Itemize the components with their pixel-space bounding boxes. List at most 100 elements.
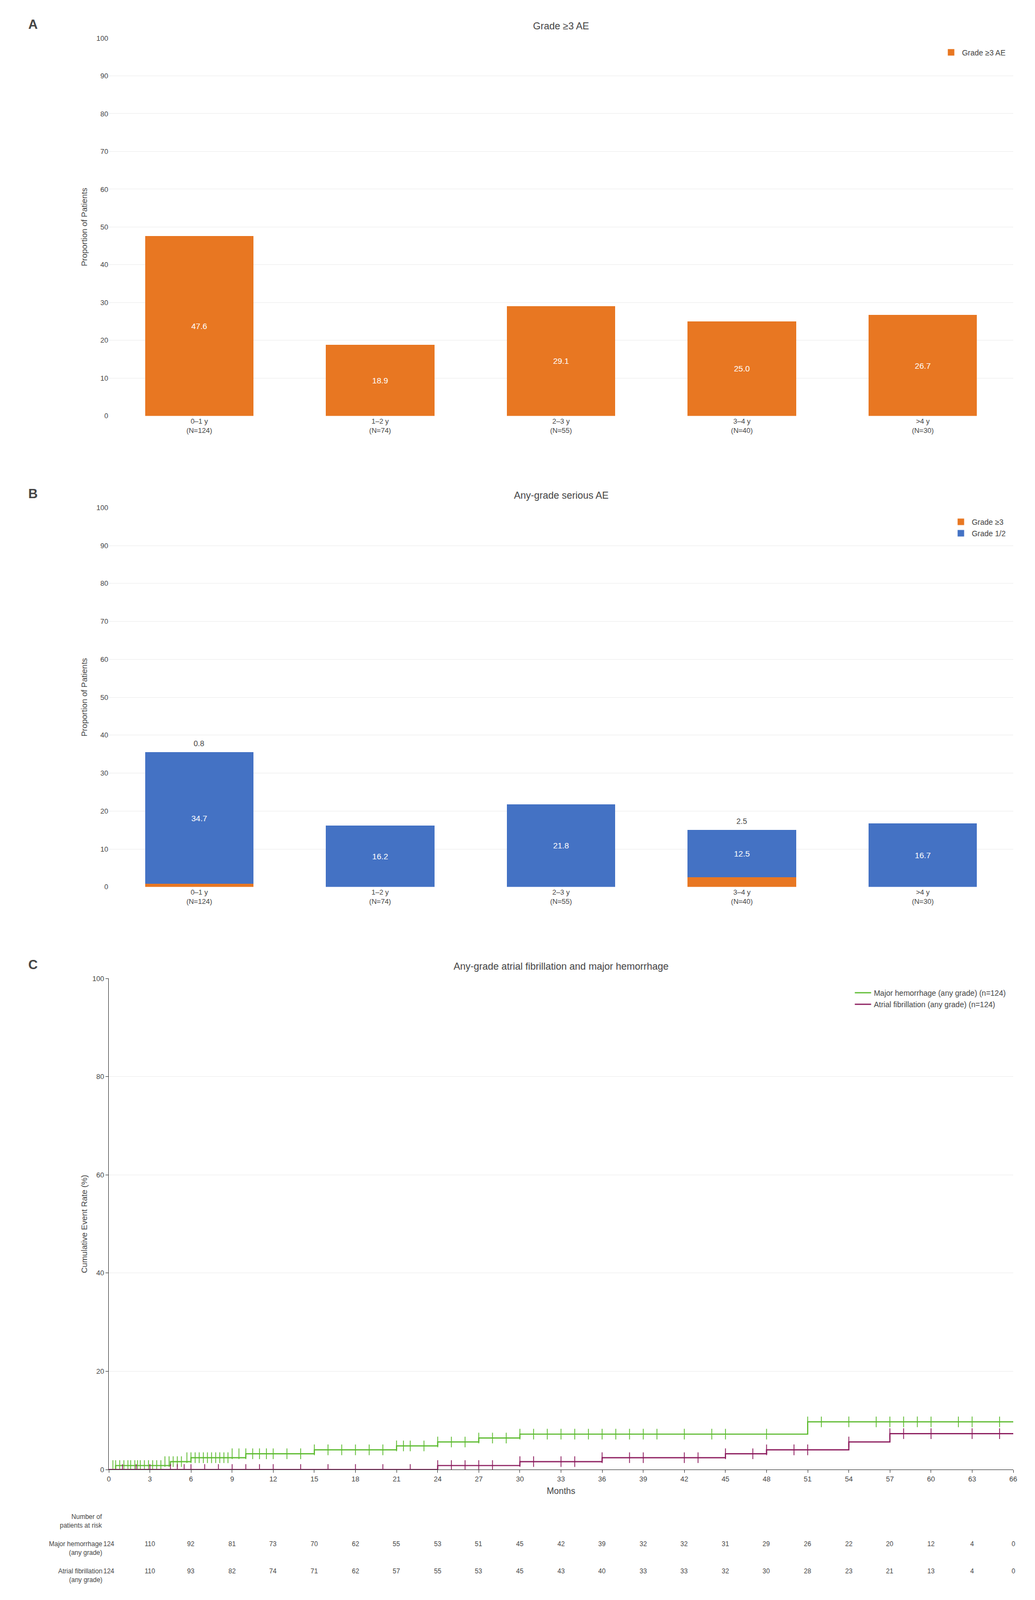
svg-text:0–1 y(N=124): 0–1 y(N=124) [186,417,213,435]
svg-text:0: 0 [1011,1540,1016,1548]
svg-text:20: 20 [885,1540,894,1548]
svg-text:18.9: 18.9 [372,375,388,386]
svg-text:80: 80 [96,1072,104,1081]
svg-text:29.1: 29.1 [553,356,569,366]
svg-text:51: 51 [803,1474,812,1484]
svg-text:9: 9 [230,1474,234,1484]
svg-text:6: 6 [189,1474,194,1484]
svg-text:110: 110 [144,1567,156,1576]
svg-text:Major hemorrhage(any grade): Major hemorrhage(any grade) [48,1540,103,1557]
svg-text:40: 40 [100,730,109,740]
svg-text:66: 66 [1009,1474,1018,1484]
svg-text:42: 42 [557,1540,566,1548]
svg-text:124: 124 [103,1567,115,1576]
svg-text:12: 12 [927,1540,935,1548]
svg-text:26.7: 26.7 [914,361,931,371]
svg-text:12: 12 [269,1474,277,1484]
svg-text:43: 43 [557,1567,566,1576]
svg-text:70: 70 [310,1540,319,1548]
svg-text:10: 10 [100,845,109,854]
svg-text:50: 50 [100,693,109,702]
svg-text:25.0: 25.0 [733,363,750,374]
svg-text:45: 45 [516,1567,524,1576]
svg-text:60: 60 [927,1474,935,1484]
svg-text:81: 81 [228,1540,237,1548]
svg-text:32: 32 [721,1567,730,1576]
svg-text:1–2 y(N=74): 1–2 y(N=74) [369,417,392,435]
svg-text:2.5: 2.5 [736,816,748,826]
svg-text:Atrial fibrillation(any grade): Atrial fibrillation(any grade) [58,1567,103,1584]
svg-text:27: 27 [474,1474,483,1484]
svg-text:4: 4 [970,1567,975,1576]
svg-text:92: 92 [187,1540,195,1548]
svg-text:26: 26 [803,1540,812,1548]
svg-text:Cumulative Event Rate (%): Cumulative Event Rate (%) [79,1174,89,1274]
svg-text:63: 63 [968,1474,976,1484]
svg-text:93: 93 [187,1567,195,1576]
svg-text:74: 74 [269,1567,277,1576]
svg-text:50: 50 [100,222,109,232]
svg-text:29: 29 [762,1540,771,1548]
svg-text:34.7: 34.7 [191,813,208,823]
svg-text:Grade ≥3 AE: Grade ≥3 AE [533,20,590,32]
svg-text:40: 40 [100,260,109,269]
svg-text:C: C [28,957,38,972]
svg-text:53: 53 [474,1567,483,1576]
svg-text:42: 42 [680,1474,689,1484]
svg-text:15: 15 [310,1474,319,1484]
svg-text:21: 21 [885,1567,894,1576]
svg-text:53: 53 [434,1540,442,1548]
svg-text:Any-grade atrial fibrillation: Any-grade atrial fibrillation and major … [453,961,669,972]
svg-text:Major hemorrhage (any grade) (: Major hemorrhage (any grade) (n=124) [874,988,1006,998]
svg-text:33: 33 [639,1567,648,1576]
svg-text:73: 73 [269,1540,277,1548]
svg-text:>4 y(N=30): >4 y(N=30) [912,417,934,435]
svg-text:62: 62 [351,1540,360,1548]
svg-text:90: 90 [100,541,109,550]
svg-text:Proportion of Patients: Proportion of Patients [79,658,89,737]
svg-text:10: 10 [100,374,109,383]
svg-text:100: 100 [92,974,105,983]
svg-text:A: A [28,16,38,32]
svg-text:>4 y(N=30): >4 y(N=30) [912,888,934,906]
svg-text:47.6: 47.6 [191,321,208,331]
svg-text:Number ofpatients at risk: Number ofpatients at risk [59,1513,103,1530]
svg-text:Grade 1/2: Grade 1/2 [971,529,1006,538]
svg-text:54: 54 [844,1474,853,1484]
svg-text:100: 100 [96,503,109,512]
svg-text:4: 4 [970,1540,975,1548]
svg-text:39: 39 [639,1474,647,1484]
svg-text:124: 124 [103,1540,115,1548]
svg-text:39: 39 [598,1540,606,1548]
svg-text:32: 32 [680,1540,689,1548]
svg-text:80: 80 [100,109,109,119]
svg-text:20: 20 [96,1367,104,1376]
svg-text:0: 0 [100,1465,104,1474]
svg-text:B: B [28,486,38,501]
svg-text:3: 3 [147,1474,152,1484]
svg-text:Grade ≥3 AE: Grade ≥3 AE [962,48,1006,58]
svg-text:55: 55 [434,1567,442,1576]
svg-text:30: 30 [100,769,109,778]
svg-text:55: 55 [392,1540,401,1548]
svg-text:Proportion of Patients: Proportion of Patients [79,187,89,266]
svg-text:23: 23 [845,1567,853,1576]
svg-text:1–2 y(N=74): 1–2 y(N=74) [369,888,392,906]
svg-text:60: 60 [100,655,109,664]
svg-text:40: 40 [598,1567,606,1576]
svg-text:57: 57 [885,1474,894,1484]
svg-text:20: 20 [100,807,109,816]
svg-text:32: 32 [639,1540,648,1548]
svg-text:16.7: 16.7 [914,850,931,860]
svg-text:57: 57 [392,1567,401,1576]
svg-text:13: 13 [927,1567,935,1576]
svg-text:0: 0 [104,882,109,891]
svg-text:0: 0 [104,411,109,420]
svg-text:33: 33 [680,1567,689,1576]
svg-text:21.8: 21.8 [553,840,569,851]
svg-text:48: 48 [762,1474,771,1484]
svg-text:30: 30 [516,1474,524,1484]
svg-text:110: 110 [144,1540,156,1548]
svg-text:71: 71 [310,1567,319,1576]
svg-text:2–3 y(N=55): 2–3 y(N=55) [549,888,572,906]
